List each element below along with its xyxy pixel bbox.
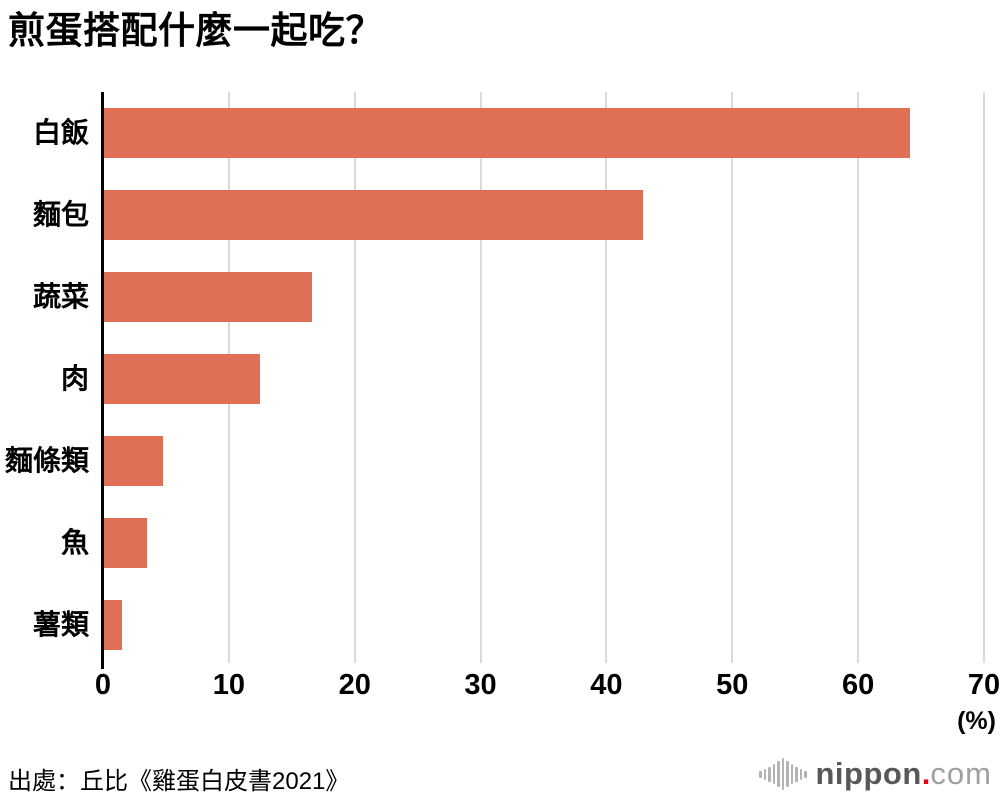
x-tick-label: 40: [590, 669, 623, 701]
gridline-50: [731, 92, 734, 663]
category-label: 魚: [60, 527, 89, 558]
unit-label: (%): [957, 707, 996, 735]
gridline-40: [605, 92, 608, 663]
gridline-20: [353, 92, 356, 663]
category-label: 肉: [60, 363, 89, 394]
chart-title: 煎蛋搭配什麼一起吃？: [8, 10, 383, 51]
gridline-70: [983, 92, 985, 663]
y-axis-line: [101, 92, 104, 669]
bar-3: [104, 272, 312, 322]
logo-word-nippon: nippon: [815, 756, 922, 791]
category-label: 麵包: [32, 199, 89, 230]
gridline-30: [479, 92, 482, 663]
x-tick-label: 20: [338, 669, 371, 701]
bar-1: [104, 108, 910, 158]
logo-text: nippon.com: [816, 757, 993, 791]
soundwave-icon: [759, 757, 807, 791]
logo-word-com: com: [930, 756, 992, 791]
x-tick-label: 60: [842, 669, 875, 701]
bar-2: [104, 190, 643, 240]
x-tick-label: 50: [716, 669, 749, 701]
x-tick-label: 30: [464, 669, 497, 701]
source-text: 出處：丘比《雞蛋白皮書2021》: [8, 768, 350, 795]
gridline-60: [857, 92, 860, 663]
x-tick-label: 0: [94, 669, 112, 701]
category-label: 白飯: [32, 117, 89, 148]
logo-dot: .: [921, 756, 931, 791]
bar-7: [104, 600, 122, 650]
bar-6: [104, 518, 147, 568]
bar-4: [104, 354, 261, 404]
x-tick-label: 10: [212, 669, 245, 701]
category-label: 麵條類: [4, 445, 89, 476]
x-tick-label: 70: [967, 669, 1000, 701]
category-label: 蔬菜: [32, 281, 89, 312]
nippon-logo: nippon.com: [759, 753, 992, 795]
bar-5: [104, 436, 164, 486]
category-label: 薯類: [32, 609, 89, 640]
